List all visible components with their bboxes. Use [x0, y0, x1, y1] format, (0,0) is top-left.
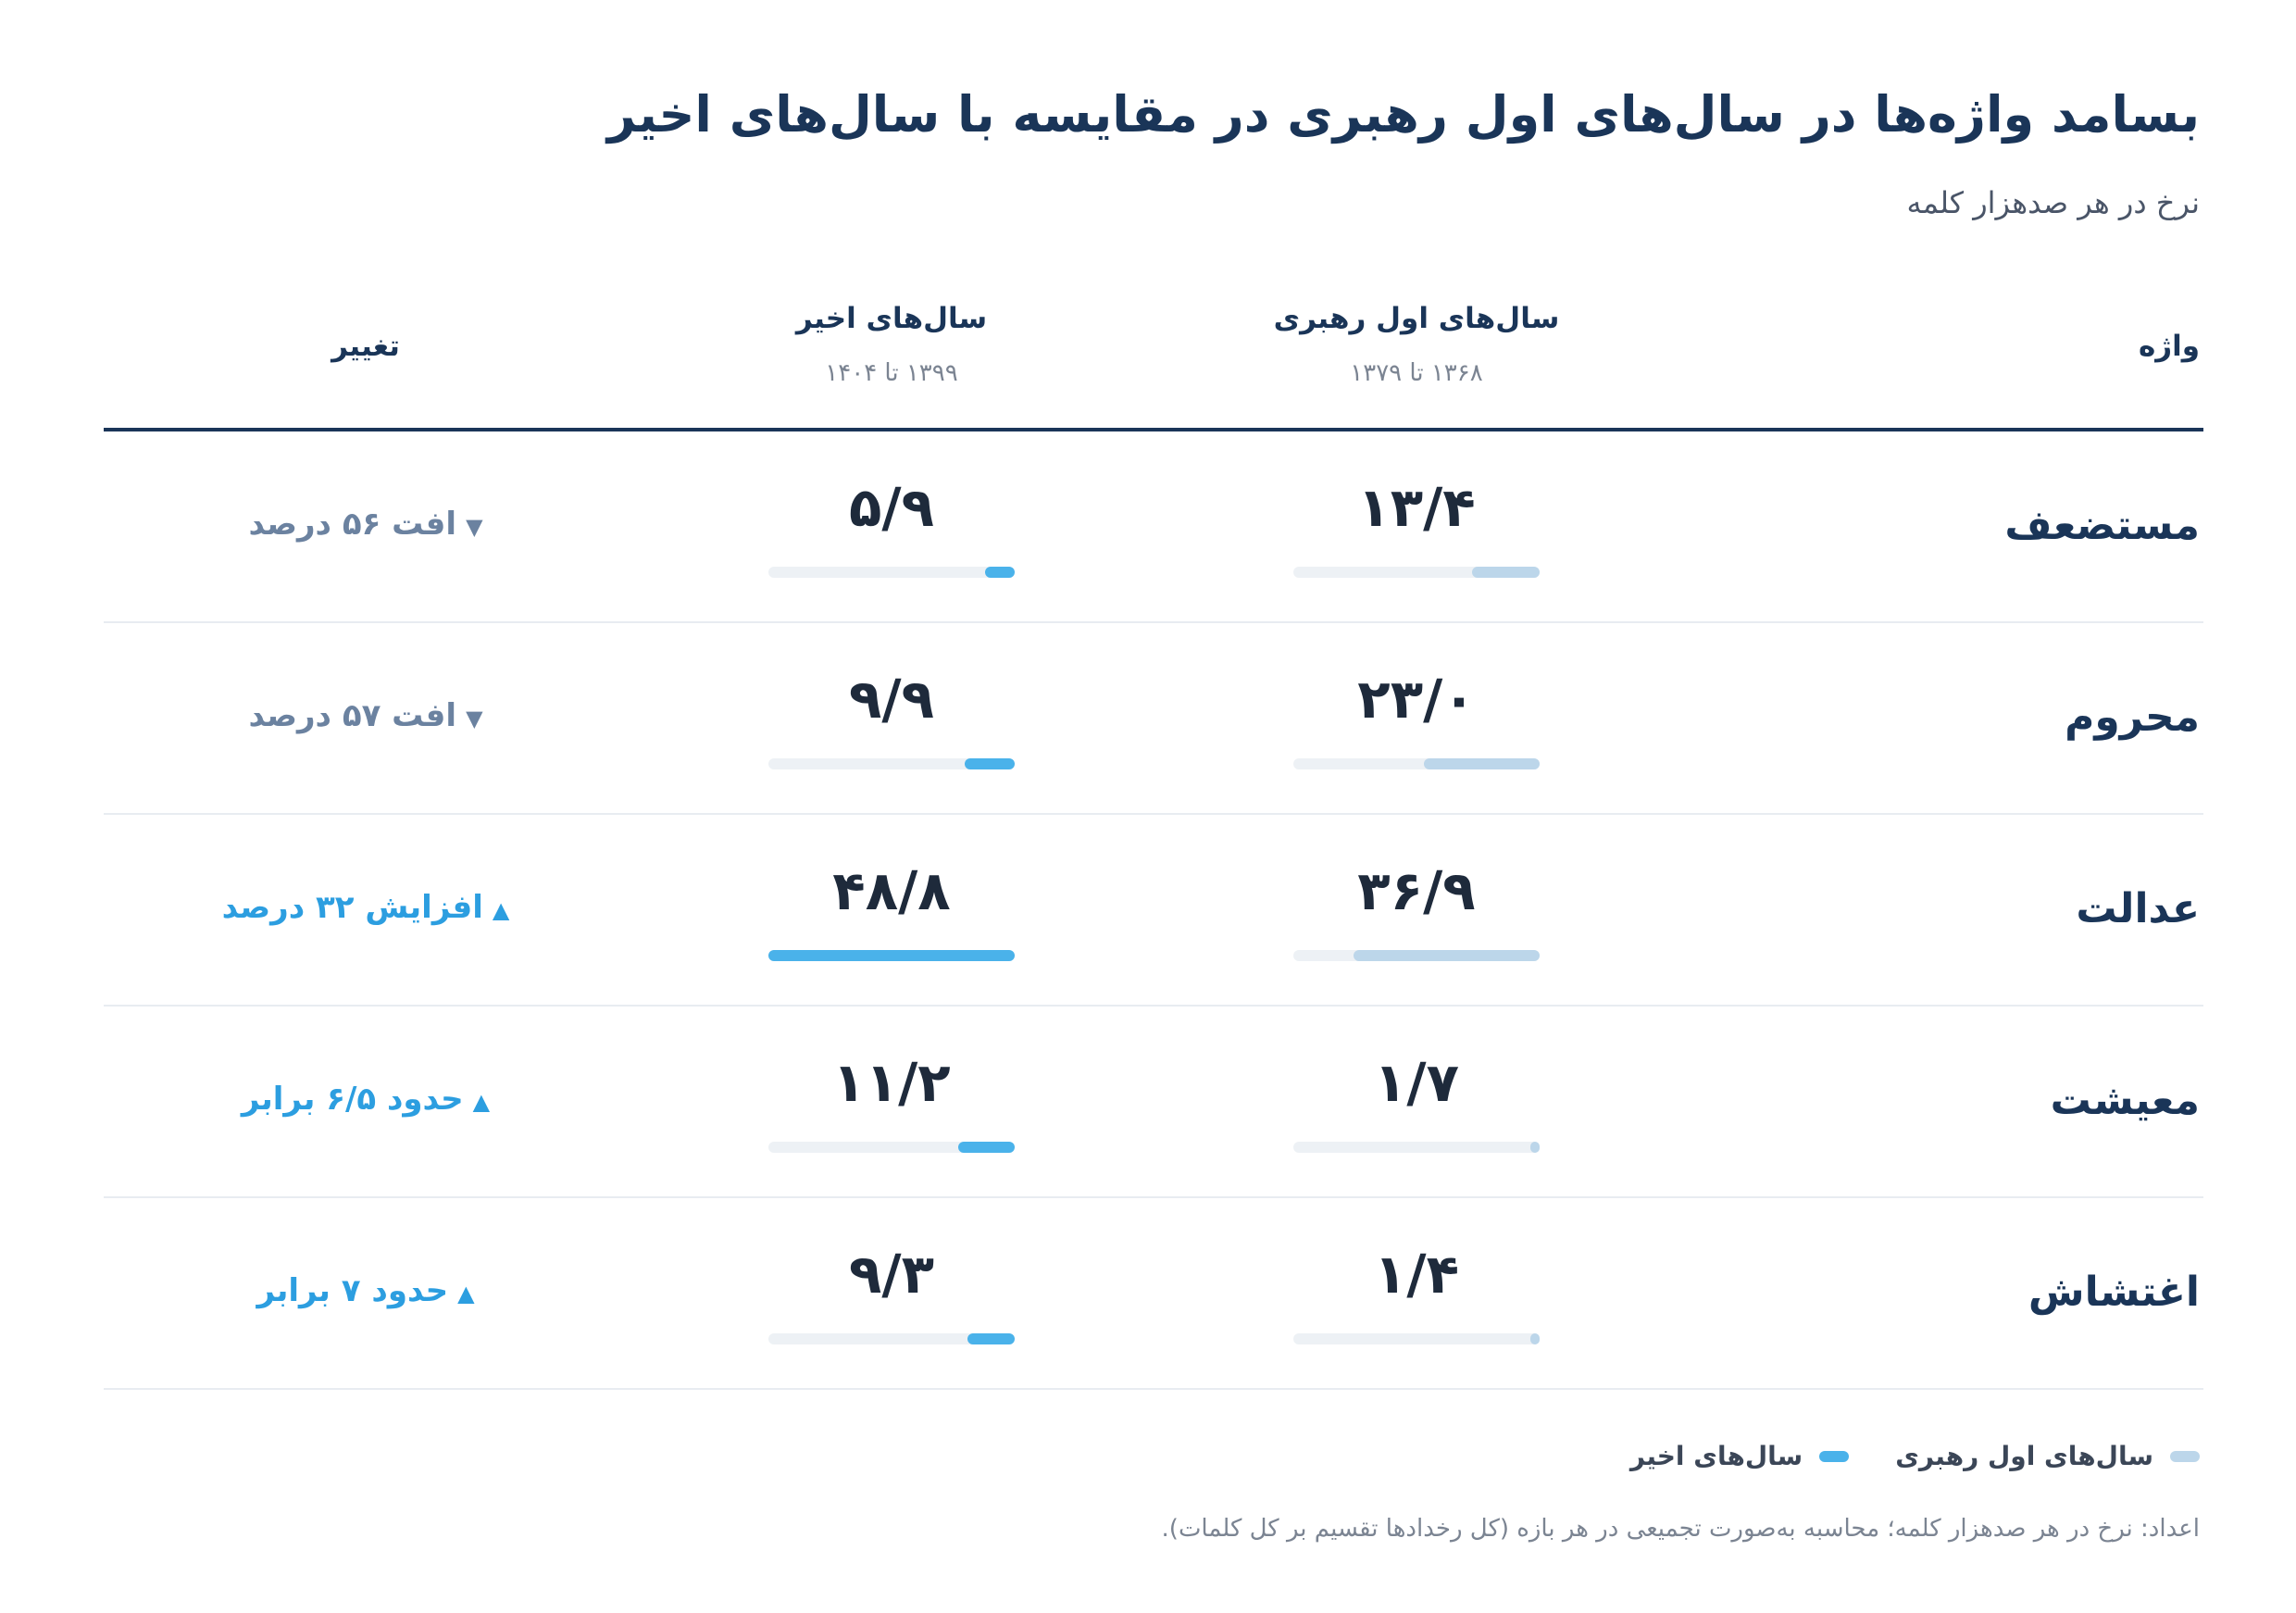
- value-early: ۲۳/۰: [1357, 668, 1476, 731]
- change-label: ▼ افت ۵۶ درصد: [248, 506, 482, 543]
- row-divider: [104, 1388, 2203, 1390]
- change-label: ▲ حدود ۶/۵ برابر: [242, 1081, 490, 1118]
- row-word: معیشت: [2050, 1077, 2200, 1124]
- change-label: ▲ حدود ۷ برابر: [256, 1272, 474, 1309]
- bar-recent: [967, 1333, 1015, 1344]
- bar-track-recent: [768, 1333, 1015, 1344]
- legend: سال‌های اول رهبری سال‌های اخیر: [1630, 1441, 2200, 1471]
- row-divider: [104, 813, 2203, 815]
- bar-track-early: [1293, 758, 1540, 769]
- legend-item-early: سال‌های اول رهبری: [1895, 1441, 2200, 1471]
- column-header-early-range: ۱۳۶۸ تا ۱۳۷۹: [1350, 359, 1483, 387]
- triangle-down-icon: ▼: [466, 514, 483, 540]
- column-header-change-label: تغییر: [331, 330, 400, 363]
- bar-track-early: [1293, 1142, 1540, 1153]
- page-subtitle: نرخ در هر صدهزار کلمه: [1906, 185, 2200, 220]
- triangle-up-icon: ▲: [457, 1281, 475, 1307]
- legend-swatch-early: [2170, 1450, 2200, 1462]
- value-recent: ۹/۳: [849, 1243, 934, 1306]
- column-header-word: واژه: [2139, 330, 2200, 363]
- value-recent: ۵/۹: [849, 476, 934, 539]
- change-label: ▲ افزایش ۳۲ درصد: [222, 889, 510, 926]
- bar-track-recent: [768, 567, 1015, 578]
- change-text: حدود ۷ برابر: [256, 1272, 449, 1309]
- change-text: حدود ۶/۵ برابر: [241, 1081, 464, 1118]
- value-early: ۳۶/۹: [1357, 859, 1476, 922]
- legend-label-recent: سال‌های اخیر: [1629, 1441, 1803, 1471]
- bar-recent: [984, 567, 1015, 578]
- triangle-down-icon: ▼: [466, 706, 483, 731]
- legend-label-early: سال‌های اول رهبری: [1895, 1441, 2153, 1471]
- change-text: افزایش ۳۲ درصد: [221, 889, 483, 926]
- bar-early: [1423, 758, 1540, 769]
- column-header-recent: سال‌های اخیر ۱۳۹۹ تا ۱۴۰۴: [796, 302, 987, 387]
- legend-item-recent: سال‌های اخیر: [1629, 1441, 1850, 1471]
- bar-track-early: [1293, 1333, 1540, 1344]
- row-divider: [104, 1196, 2203, 1198]
- bar-track-early: [1293, 950, 1540, 961]
- bar-early: [1530, 1333, 1540, 1344]
- bar-track-early: [1293, 567, 1540, 578]
- footnote: اعداد: نرخ در هر صدهزار کلمه؛ محاسبه به‌…: [1161, 1515, 2200, 1543]
- column-header-recent-label: سال‌های اخیر: [795, 302, 988, 335]
- row-divider: [104, 621, 2203, 623]
- bar-recent: [965, 758, 1015, 769]
- change-text: افت ۵۶ درصد: [248, 506, 457, 543]
- column-header-recent-range: ۱۳۹۹ تا ۱۴۰۴: [825, 359, 958, 387]
- bar-recent: [768, 950, 1015, 961]
- change-text: افت ۵۷ درصد: [248, 697, 457, 734]
- value-recent: ۴۸/۸: [832, 859, 951, 922]
- value-early: ۱/۷: [1374, 1051, 1459, 1114]
- change-label: ▼ افت ۵۷ درصد: [248, 697, 482, 734]
- header-divider: [104, 428, 2203, 431]
- value-early: ۱۳/۴: [1357, 476, 1476, 539]
- bar-early: [1353, 950, 1540, 961]
- row-word: مستضعف: [2004, 502, 2200, 549]
- value-recent: ۱۱/۲: [832, 1051, 951, 1114]
- row-word: اغتشاش: [2028, 1269, 2200, 1316]
- bar-early: [1530, 1142, 1540, 1153]
- bar-track-recent: [768, 758, 1015, 769]
- row-divider: [104, 1005, 2203, 1007]
- bar-track-recent: [768, 1142, 1015, 1153]
- value-early: ۱/۴: [1374, 1243, 1459, 1306]
- triangle-up-icon: ▲: [492, 897, 510, 923]
- legend-swatch-recent: [1819, 1450, 1850, 1462]
- column-header-early: سال‌های اول رهبری ۱۳۶۸ تا ۱۳۷۹: [1274, 302, 1560, 387]
- page-title: بسامد واژه‌ها در سال‌های اول رهبری در مق…: [606, 85, 2200, 144]
- bar-track-recent: [768, 950, 1015, 961]
- column-header-early-label: سال‌های اول رهبری: [1273, 302, 1560, 335]
- value-recent: ۹/۹: [849, 668, 934, 731]
- bar-early: [1471, 567, 1540, 578]
- row-word: محروم: [2065, 694, 2200, 741]
- column-header-word-label: واژه: [2138, 330, 2200, 363]
- bar-recent: [957, 1142, 1015, 1153]
- column-header-change: تغییر: [331, 330, 400, 363]
- row-word: عدالت: [2076, 885, 2200, 932]
- triangle-up-icon: ▲: [472, 1089, 491, 1115]
